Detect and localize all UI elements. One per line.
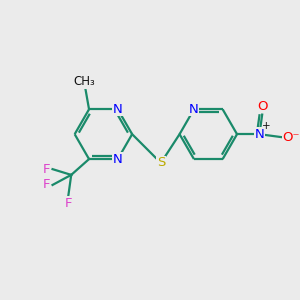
Text: S: S [157, 156, 165, 170]
Text: O: O [257, 100, 268, 113]
Text: O⁻: O⁻ [282, 130, 300, 144]
Text: +: + [262, 121, 270, 131]
Text: F: F [43, 163, 50, 176]
Text: N: N [255, 128, 264, 141]
Text: F: F [43, 178, 50, 191]
Text: F: F [64, 197, 72, 210]
Text: N: N [113, 103, 123, 116]
Text: N: N [189, 103, 199, 116]
Text: N: N [113, 153, 123, 166]
Text: CH₃: CH₃ [74, 75, 96, 88]
